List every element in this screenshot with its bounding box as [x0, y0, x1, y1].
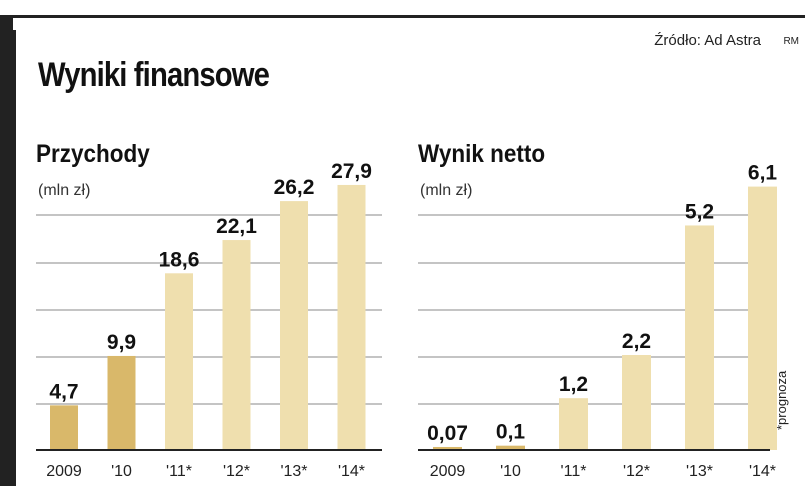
- page-title: Wyniki finansowe: [38, 56, 270, 94]
- tick-label-net-income-0: 2009: [430, 463, 466, 480]
- tick-label-net-income-4: '13*: [686, 463, 713, 480]
- unit-label-net-income: (mln zł): [420, 182, 473, 199]
- frame-left-bar: [0, 15, 13, 486]
- value-label-net-income-3: 2,2: [622, 330, 651, 353]
- tick-label-net-income-1: '10: [500, 463, 521, 480]
- bar-revenue-5: [337, 184, 366, 450]
- bar-revenue-3: [222, 240, 251, 450]
- bar-net-income-0: [433, 446, 462, 450]
- value-label-revenue-0: 4,7: [49, 380, 78, 403]
- value-label-net-income-5: 6,1: [748, 162, 778, 185]
- tick-label-revenue-2: '11*: [166, 463, 192, 480]
- bar-net-income-1: [496, 445, 525, 450]
- frame-left-rule: [13, 30, 16, 486]
- tick-label-revenue-1: '10: [111, 463, 132, 480]
- frame-top-rule: [0, 15, 805, 18]
- bar-revenue-2: [165, 273, 193, 450]
- bar-revenue-0: [50, 405, 78, 450]
- value-label-revenue-1: 9,9: [107, 331, 136, 354]
- bar-net-income-5: [748, 186, 777, 450]
- bar-net-income-3: [622, 355, 651, 450]
- tick-label-revenue-5: '14*: [338, 463, 365, 480]
- chart-title-net-income: Wynik netto: [418, 140, 546, 168]
- chart-title-revenue: Przychody: [36, 140, 150, 168]
- tick-label-net-income-5: '14*: [749, 463, 776, 480]
- forecast-footnote: *prognoza: [774, 370, 789, 430]
- tick-label-net-income-2: '11*: [561, 463, 587, 480]
- tick-label-net-income-3: '12*: [623, 463, 650, 480]
- author-credit: RM: [783, 36, 799, 47]
- bar-revenue-1: [107, 355, 136, 450]
- tick-label-revenue-3: '12*: [223, 463, 250, 480]
- value-label-revenue-5: 27,9: [331, 160, 372, 183]
- value-label-net-income-2: 1,2: [559, 373, 588, 396]
- bar-net-income-2: [559, 398, 588, 450]
- bar-revenue-4: [280, 201, 308, 450]
- unit-label-revenue: (mln zł): [38, 182, 91, 199]
- tick-label-revenue-4: '13*: [280, 463, 307, 480]
- source-credit: Źródło: Ad Astra: [654, 32, 761, 49]
- value-label-net-income-1: 0,1: [496, 421, 526, 444]
- value-label-net-income-4: 5,2: [685, 200, 714, 223]
- value-label-revenue-3: 22,1: [216, 215, 257, 238]
- bar-net-income-4: [685, 225, 714, 450]
- value-label-revenue-4: 26,2: [274, 176, 315, 199]
- value-label-revenue-2: 18,6: [159, 248, 200, 271]
- value-label-net-income-0: 0,07: [427, 422, 468, 445]
- tick-label-revenue-0: 2009: [46, 463, 82, 480]
